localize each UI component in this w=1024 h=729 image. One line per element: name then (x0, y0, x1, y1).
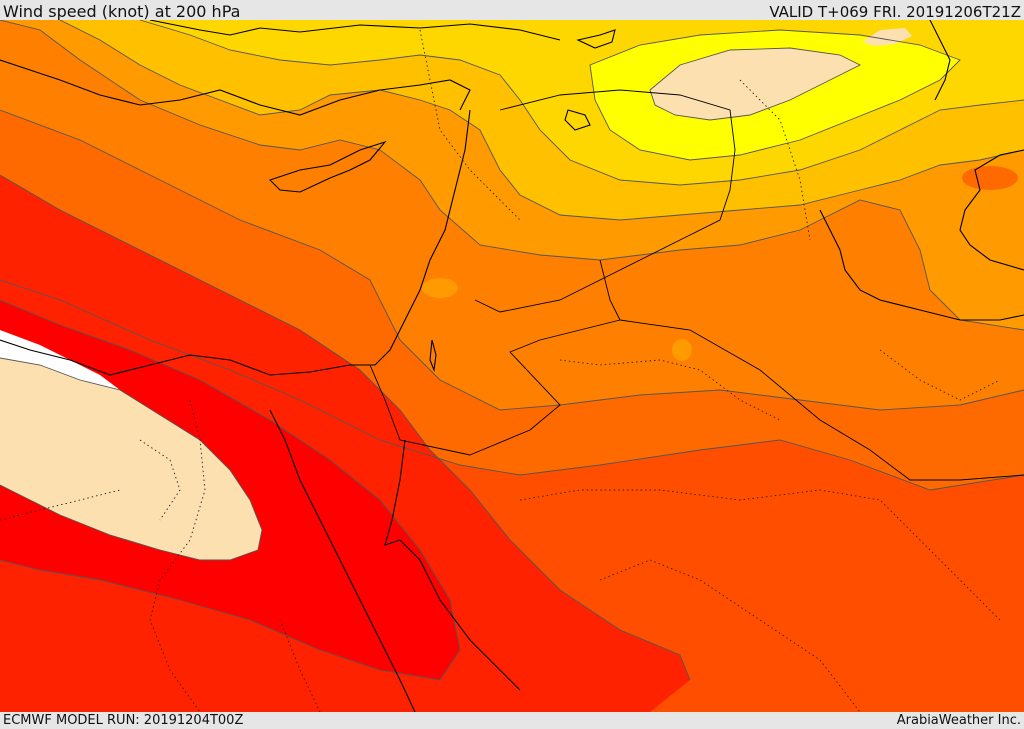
dotted-borders (0, 29, 1001, 712)
header-bar: Wind speed (knot) at 200 hPa VALID T+069… (0, 0, 1024, 21)
valid-time: VALID T+069 FRI. 20191206T21Z (769, 3, 1021, 21)
coastlines (0, 20, 1024, 712)
credit-label: ArabiaWeather Inc. (896, 713, 1021, 728)
model-run-label: ECMWF MODEL RUN: 20191204T00Z (3, 713, 244, 728)
band-pale-jet (0, 358, 262, 560)
map-title: Wind speed (knot) at 200 hPa (3, 2, 241, 21)
pocket-orange-3 (422, 278, 458, 298)
isotach-contours (0, 20, 1024, 681)
borders (369, 89, 1024, 481)
wind-speed-map (0, 20, 1024, 712)
band-white (0, 330, 120, 390)
pocket-orange-2 (962, 166, 1018, 190)
footer-bar: ECMWF MODEL RUN: 20191204T00Z ArabiaWeat… (0, 712, 1024, 729)
pocket-orange-1 (672, 339, 692, 361)
